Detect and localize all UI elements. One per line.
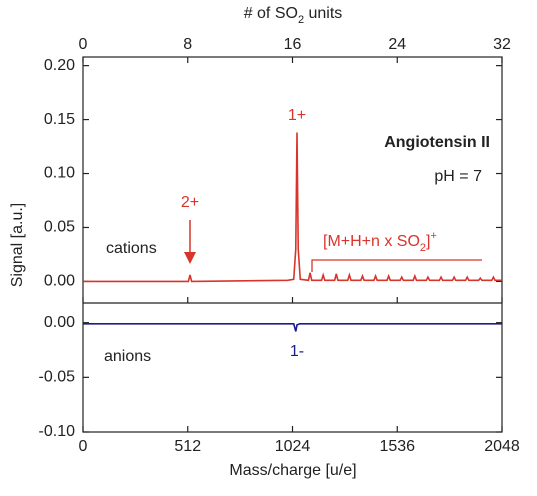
x2-tick-label: 32 (493, 36, 511, 53)
peak-label: 1- (290, 343, 304, 360)
cluster-label: [M+H+n x SO2]+ (323, 230, 437, 254)
label-part: ] (426, 233, 430, 250)
y-tick-label: 0.20 (44, 57, 75, 74)
y-axis-label: Signal [a.u.] (9, 203, 26, 288)
y-tick-label: 0.10 (44, 165, 75, 182)
bracket (311, 259, 482, 272)
label-part: units (304, 5, 342, 22)
y-tick-label: -0.10 (39, 423, 76, 440)
compound-name: Angiotensin II (384, 134, 490, 151)
y-tick-label: 0.00 (44, 273, 75, 290)
label-part: 2 (298, 14, 304, 26)
peak-label: 2+ (181, 194, 199, 211)
arrow-head (184, 252, 196, 264)
y-tick-label: 0.15 (44, 111, 75, 128)
label-part: + (431, 230, 437, 242)
ph-label: pH = 7 (434, 168, 482, 185)
x-axis-label: Mass/charge [u/e] (229, 462, 356, 479)
spectrum-line (83, 132, 502, 283)
y-tick-label: 0.05 (44, 219, 75, 236)
label-part: 2 (420, 242, 426, 254)
x2-tick-label: 0 (79, 36, 88, 53)
y-tick-label: -0.05 (39, 369, 76, 386)
panel-label: anions (104, 348, 151, 365)
peak-label: 1+ (288, 107, 306, 124)
x-tick-label: 1024 (275, 438, 311, 455)
label-part: [M+H+n x SO (323, 233, 420, 250)
y-tick-label: 0.00 (44, 314, 75, 331)
x-tick-label: 1536 (379, 438, 415, 455)
x2-axis-label: # of SO2 units (244, 5, 343, 26)
x-tick-label: 2048 (484, 438, 520, 455)
x2-tick-label: 8 (183, 36, 192, 53)
spectrum-line (83, 322, 502, 332)
x-tick-label: 0 (79, 438, 88, 455)
panel-label: cations (106, 240, 157, 257)
x2-tick-label: 24 (388, 36, 406, 53)
x-tick-label: 512 (174, 438, 201, 455)
x2-tick-label: 16 (284, 36, 302, 53)
label-part: # of SO (244, 5, 298, 22)
